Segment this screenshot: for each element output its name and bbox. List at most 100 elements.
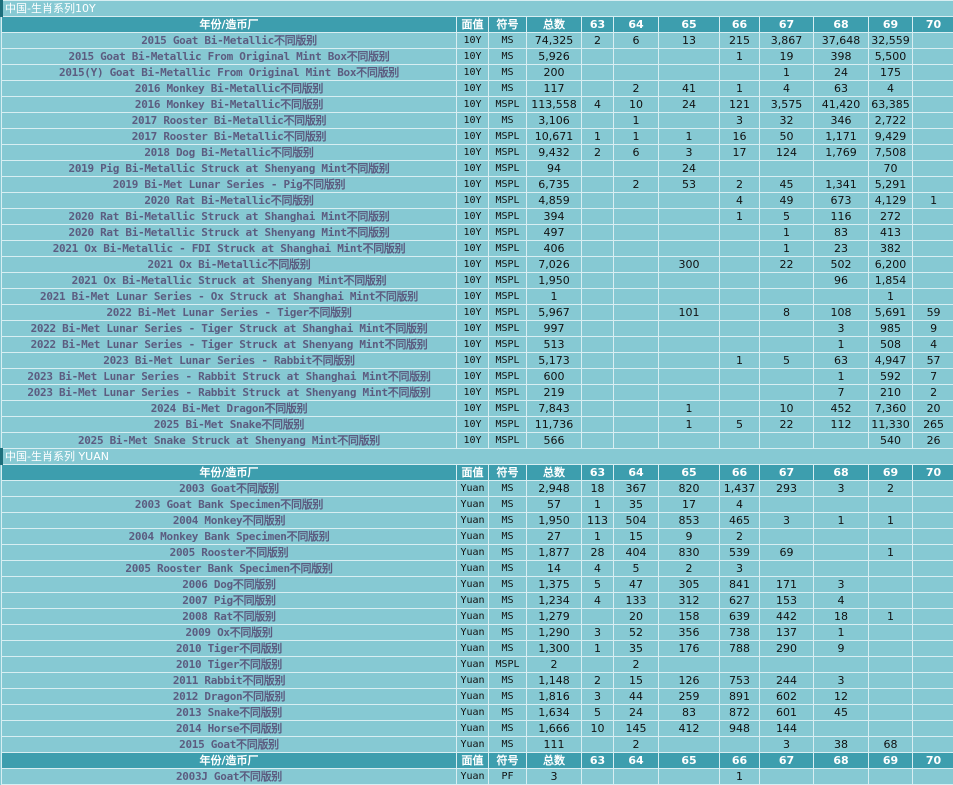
cell: 820 (658, 480, 720, 497)
cell: 1 (658, 128, 720, 145)
coin-name: 2016 Monkey Bi-Metallic不同版别 (1, 96, 457, 113)
cell (868, 624, 913, 641)
cell: 10Y (456, 48, 489, 65)
cell: 4,859 (526, 192, 582, 209)
cell: 891 (719, 688, 760, 705)
header-cell: 66 (719, 16, 760, 33)
cell: Yuan (456, 592, 489, 609)
header-cell: 总数 (526, 464, 582, 481)
cell: 3 (581, 624, 614, 641)
cell (719, 288, 760, 305)
cell: 513 (526, 336, 582, 353)
cell: 300 (658, 256, 720, 273)
cell: 1 (759, 240, 814, 257)
cell: 382 (868, 240, 913, 257)
cell: Yuan (456, 528, 489, 545)
cell: 1,300 (526, 640, 582, 657)
cell: 10 (613, 96, 659, 113)
cell: Yuan (456, 512, 489, 529)
cell: 200 (526, 64, 582, 81)
cell: Yuan (456, 768, 489, 785)
cell: 10,671 (526, 128, 582, 145)
cell: MS (488, 736, 527, 753)
cell (911, 624, 953, 641)
cell (759, 528, 814, 545)
coin-name: 2021 Ox Bi-Metallic Struck at Shenyang M… (1, 272, 457, 289)
data-row: 2020 Rat Bi-Metallic不同版别 10Y MSPL 4,859 4 49 6… (1, 192, 953, 209)
cell: 2,948 (526, 480, 582, 497)
coin-name: 2012 Dragon不同版别 (1, 688, 457, 705)
coin-name: 2022 Bi-Met Lunar Series - Tiger Struck … (1, 320, 457, 337)
cell (911, 112, 953, 129)
cell (911, 768, 953, 785)
cell (581, 224, 614, 241)
cell: MS (488, 672, 527, 689)
cell: 738 (719, 624, 760, 641)
cell: 3 (813, 576, 869, 593)
header-cell: 68 (813, 16, 869, 33)
cell: 15 (613, 528, 659, 545)
cell: MS (488, 544, 527, 561)
cell: 35 (613, 496, 659, 513)
cell: 504 (613, 512, 659, 529)
data-row: 2023 Bi-Met Lunar Series - Rabbit不同版别 10Y… (1, 352, 953, 369)
coin-name: 2019 Bi-Met Lunar Series - Pig不同版别 (1, 176, 457, 193)
cell: 1 (658, 416, 720, 433)
cell (813, 528, 869, 545)
coin-name: 2025 Bi-Met Snake不同版别 (1, 416, 457, 433)
cell: Yuan (456, 480, 489, 497)
cell (759, 656, 814, 673)
cell (658, 336, 720, 353)
cell (719, 336, 760, 353)
cell: 4 (868, 80, 913, 97)
cell: 997 (526, 320, 582, 337)
cell: 19 (759, 48, 814, 65)
section-title: 中国-生肖系列 YUAN (0, 448, 953, 465)
cell: 788 (719, 640, 760, 657)
cell: 124 (759, 144, 814, 161)
cell: 539 (719, 544, 760, 561)
cell: 4 (759, 80, 814, 97)
cell: 68 (868, 736, 913, 753)
data-row: 2022 Bi-Met Lunar Series - Tiger Struck … (1, 320, 953, 337)
cell: 111 (526, 736, 582, 753)
cell: 171 (759, 576, 814, 593)
cell: 126 (658, 672, 720, 689)
cell: 52 (613, 624, 659, 641)
cell: 113,558 (526, 96, 582, 113)
cell: 10Y (456, 400, 489, 417)
cell: 63,385 (868, 96, 913, 113)
cell (759, 432, 814, 449)
cell: 7,843 (526, 400, 582, 417)
cell (911, 496, 953, 513)
data-row: 2003 Goat不同版别 Yuan MS 2,948 18 367 820 1,437 293… (1, 480, 953, 497)
cell (911, 160, 953, 177)
header-cell: 70 (911, 16, 953, 33)
cell (581, 352, 614, 369)
data-row: 2009 Ox不同版别 Yuan MS 1,290 3 52 356 738 137 1 (1, 624, 953, 641)
cell (613, 400, 659, 417)
cell: 2 (581, 672, 614, 689)
header-cell: 63 (581, 752, 614, 769)
cell: MSPL (488, 256, 527, 273)
cell: 41 (658, 80, 720, 97)
data-row: 2025 Bi-Met Snake Struck at Shenyang Min… (1, 432, 953, 449)
cell: 11,736 (526, 416, 582, 433)
cell: 1 (868, 512, 913, 529)
data-row: 2022 Bi-Met Lunar Series - Tiger Struck … (1, 336, 953, 353)
cell: 4,129 (868, 192, 913, 209)
cell (813, 768, 869, 785)
cell (719, 224, 760, 241)
cell: 137 (759, 624, 814, 641)
cell (658, 288, 720, 305)
cell: 10Y (456, 144, 489, 161)
coin-name: 2021 Bi-Met Lunar Series - Ox Struck at … (1, 288, 457, 305)
cell: 3,106 (526, 112, 582, 129)
cell: MSPL (488, 160, 527, 177)
cell: 540 (868, 432, 913, 449)
cell (759, 384, 814, 401)
coin-name: 2020 Rat Bi-Metallic不同版别 (1, 192, 457, 209)
cell (613, 768, 659, 785)
cell: 10Y (456, 416, 489, 433)
cell: MS (488, 80, 527, 97)
